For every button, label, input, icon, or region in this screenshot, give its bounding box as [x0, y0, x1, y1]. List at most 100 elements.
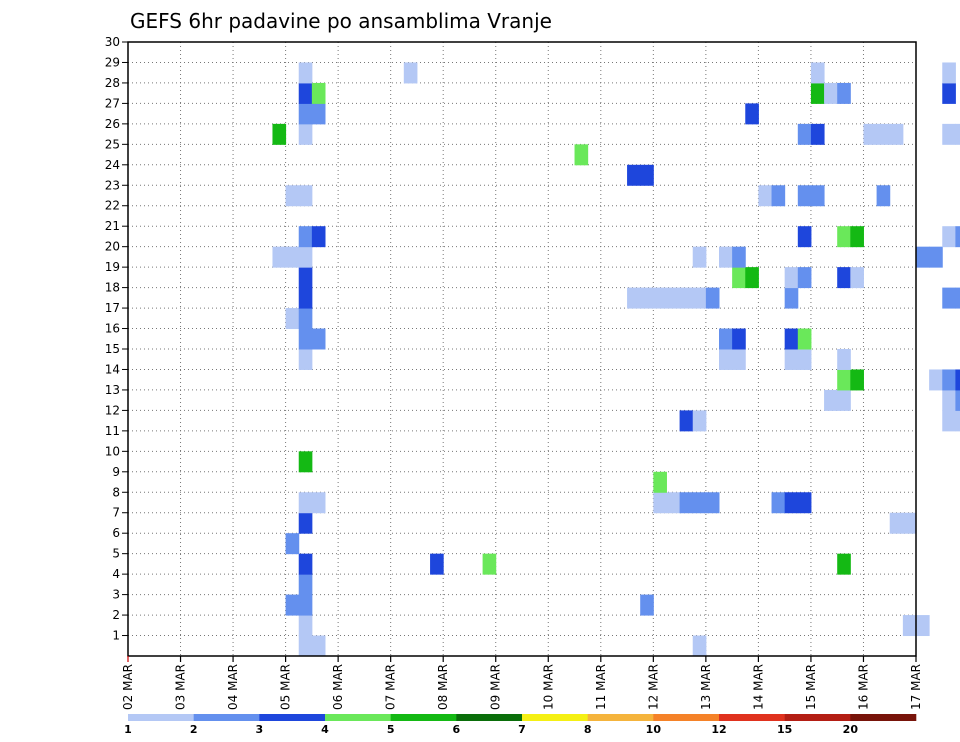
heatmap-cell: [272, 123, 287, 145]
heatmap-cell: [955, 287, 960, 309]
legend-swatch: [325, 714, 391, 721]
heatmap-cell: [837, 82, 851, 104]
heatmap-cell: [482, 553, 497, 575]
heatmap-cell: [916, 615, 930, 637]
heatmap-cell: [902, 615, 917, 637]
heatmap-cell: [810, 185, 825, 207]
heatmap-cell: [285, 246, 300, 268]
legend-label: 8: [584, 723, 592, 736]
chart-title: GEFS 6hr padavine po ansamblima Vranje: [130, 9, 552, 33]
heatmap-cell: [876, 185, 891, 207]
heatmap-cell: [797, 349, 812, 370]
x-tick-label: 16 MAR: [856, 664, 870, 710]
heatmap-cell: [298, 594, 313, 616]
y-tick-label: 19: [105, 260, 120, 274]
heatmap-cell: [298, 287, 313, 309]
heatmap-cell: [797, 267, 812, 289]
legend-swatch: [587, 714, 654, 721]
heatmap-cell: [679, 410, 694, 432]
heatmap-cell: [627, 164, 641, 186]
heatmap-cell: [942, 369, 956, 391]
heatmap-cell: [810, 82, 825, 104]
legend-label: 4: [321, 723, 329, 736]
y-tick-label: 7: [112, 506, 120, 520]
heatmap-cell: [850, 267, 864, 289]
legend-label: 10: [646, 723, 662, 736]
heatmap-cell: [810, 62, 825, 84]
heatmap-cell: [942, 410, 956, 432]
legend-label: 3: [256, 723, 264, 736]
heatmap-cell: [771, 185, 786, 207]
x-tick-label: 09 MAR: [489, 664, 503, 710]
heatmap-cell: [692, 492, 707, 514]
heatmap-cell: [311, 226, 326, 248]
heatmap-cell: [574, 144, 589, 166]
heatmap-cell: [666, 287, 681, 309]
x-tick-label: 08 MAR: [436, 664, 450, 710]
y-tick-label: 27: [105, 96, 120, 110]
y-tick-label: 17: [105, 301, 120, 315]
x-tick-label: 05 MAR: [279, 664, 293, 710]
heatmap-cells: [272, 62, 960, 657]
heatmap-cell: [942, 226, 956, 248]
legend-label: 5: [387, 723, 395, 736]
heatmap-cell: [797, 226, 812, 248]
y-tick-label: 21: [105, 219, 120, 233]
heatmap-cell: [298, 574, 313, 596]
heatmap-cell: [942, 287, 956, 309]
legend-swatch: [850, 714, 917, 721]
heatmap-cell: [797, 328, 812, 350]
y-tick-label: 10: [105, 444, 120, 458]
heatmap-cell: [732, 349, 746, 370]
heatmap-cell: [679, 492, 694, 514]
heatmap-cell: [298, 246, 313, 268]
legend-swatch: [128, 714, 194, 721]
heatmap-cell: [784, 287, 799, 309]
heatmap-cell: [732, 246, 746, 268]
heatmap-cell: [784, 492, 799, 514]
heatmap-cell: [285, 594, 300, 616]
heatmap-cell: [311, 82, 326, 104]
heatmap-cell: [679, 287, 694, 309]
legend-swatch: [522, 714, 588, 721]
legend-swatch: [784, 714, 851, 721]
heatmap-cell: [955, 369, 960, 391]
heatmap-cell: [692, 246, 707, 268]
x-tick-label: 04 MAR: [226, 664, 240, 710]
legend-swatch: [653, 714, 720, 721]
heatmap-cell: [298, 492, 313, 514]
heatmap-cell: [653, 287, 667, 309]
heatmap-cell: [298, 635, 313, 657]
heatmap-cell: [298, 226, 313, 248]
heatmap-cell: [705, 287, 720, 309]
legend-label: 1: [124, 723, 132, 736]
y-tick-label: 8: [112, 485, 120, 499]
heatmap-cell: [285, 533, 300, 555]
y-tick-label: 5: [112, 547, 120, 561]
x-tick-label: 03 MAR: [174, 664, 188, 710]
y-tick-label: 11: [105, 424, 120, 438]
y-tick-label: 3: [112, 588, 120, 602]
legend-label: 20: [843, 723, 859, 736]
y-tick-label: 9: [112, 465, 120, 479]
x-tick-label: 13 MAR: [699, 664, 713, 710]
x-tick-label: 10 MAR: [541, 664, 555, 710]
heatmap-cell: [719, 246, 733, 268]
heatmap-cell: [942, 82, 956, 104]
y-tick-label: 4: [112, 567, 120, 581]
heatmap-cell: [850, 226, 864, 248]
x-tick-label: 14 MAR: [751, 664, 765, 710]
heatmap-cell: [298, 349, 313, 370]
heatmap-cell: [692, 410, 707, 432]
x-tick-label: 12 MAR: [646, 664, 660, 710]
heatmap-cell: [298, 267, 313, 289]
y-tick-label: 25: [105, 137, 120, 151]
y-tick-label: 1: [112, 629, 120, 643]
x-tick-label: 06 MAR: [331, 664, 345, 710]
heatmap-cell: [272, 246, 287, 268]
heatmap-cell: [705, 492, 720, 514]
heatmap-cell: [837, 369, 851, 391]
y-tick-label: 20: [105, 240, 120, 254]
y-tick-label: 28: [105, 76, 120, 90]
